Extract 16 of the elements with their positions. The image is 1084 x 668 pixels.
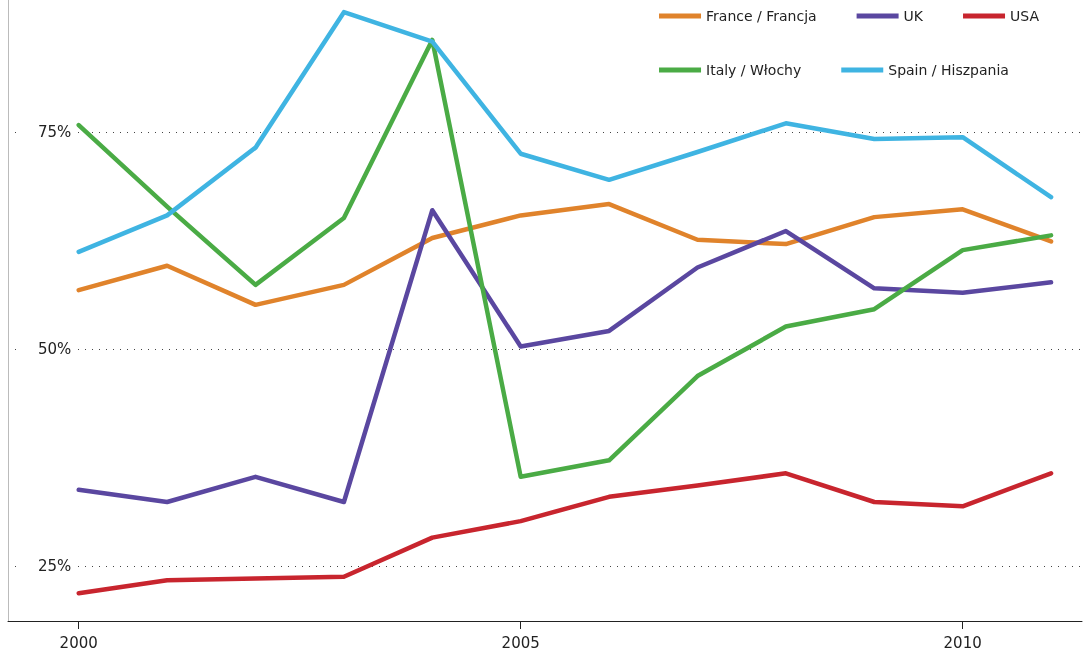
line-series <box>76 37 1054 480</box>
y-tick-label: 50% <box>38 340 72 359</box>
y-tick-label: 75% <box>38 123 72 142</box>
x-tick-label: 2005 <box>501 633 540 652</box>
line-series <box>76 201 1054 308</box>
legend-label: Italy / Włochy <box>706 62 802 78</box>
line-series <box>76 471 1054 596</box>
legend-label: UK <box>903 8 924 24</box>
legend-label: USA <box>1010 8 1040 24</box>
legend-label: France / Francja <box>706 8 817 24</box>
line-series <box>76 9 1054 255</box>
x-tick-label: 2000 <box>59 633 98 652</box>
legend-label: Spain / Hiszpania <box>888 62 1009 78</box>
y-tick-label: 25% <box>38 557 72 576</box>
x-tick-label: 2010 <box>943 633 982 652</box>
line-series <box>76 207 1054 505</box>
